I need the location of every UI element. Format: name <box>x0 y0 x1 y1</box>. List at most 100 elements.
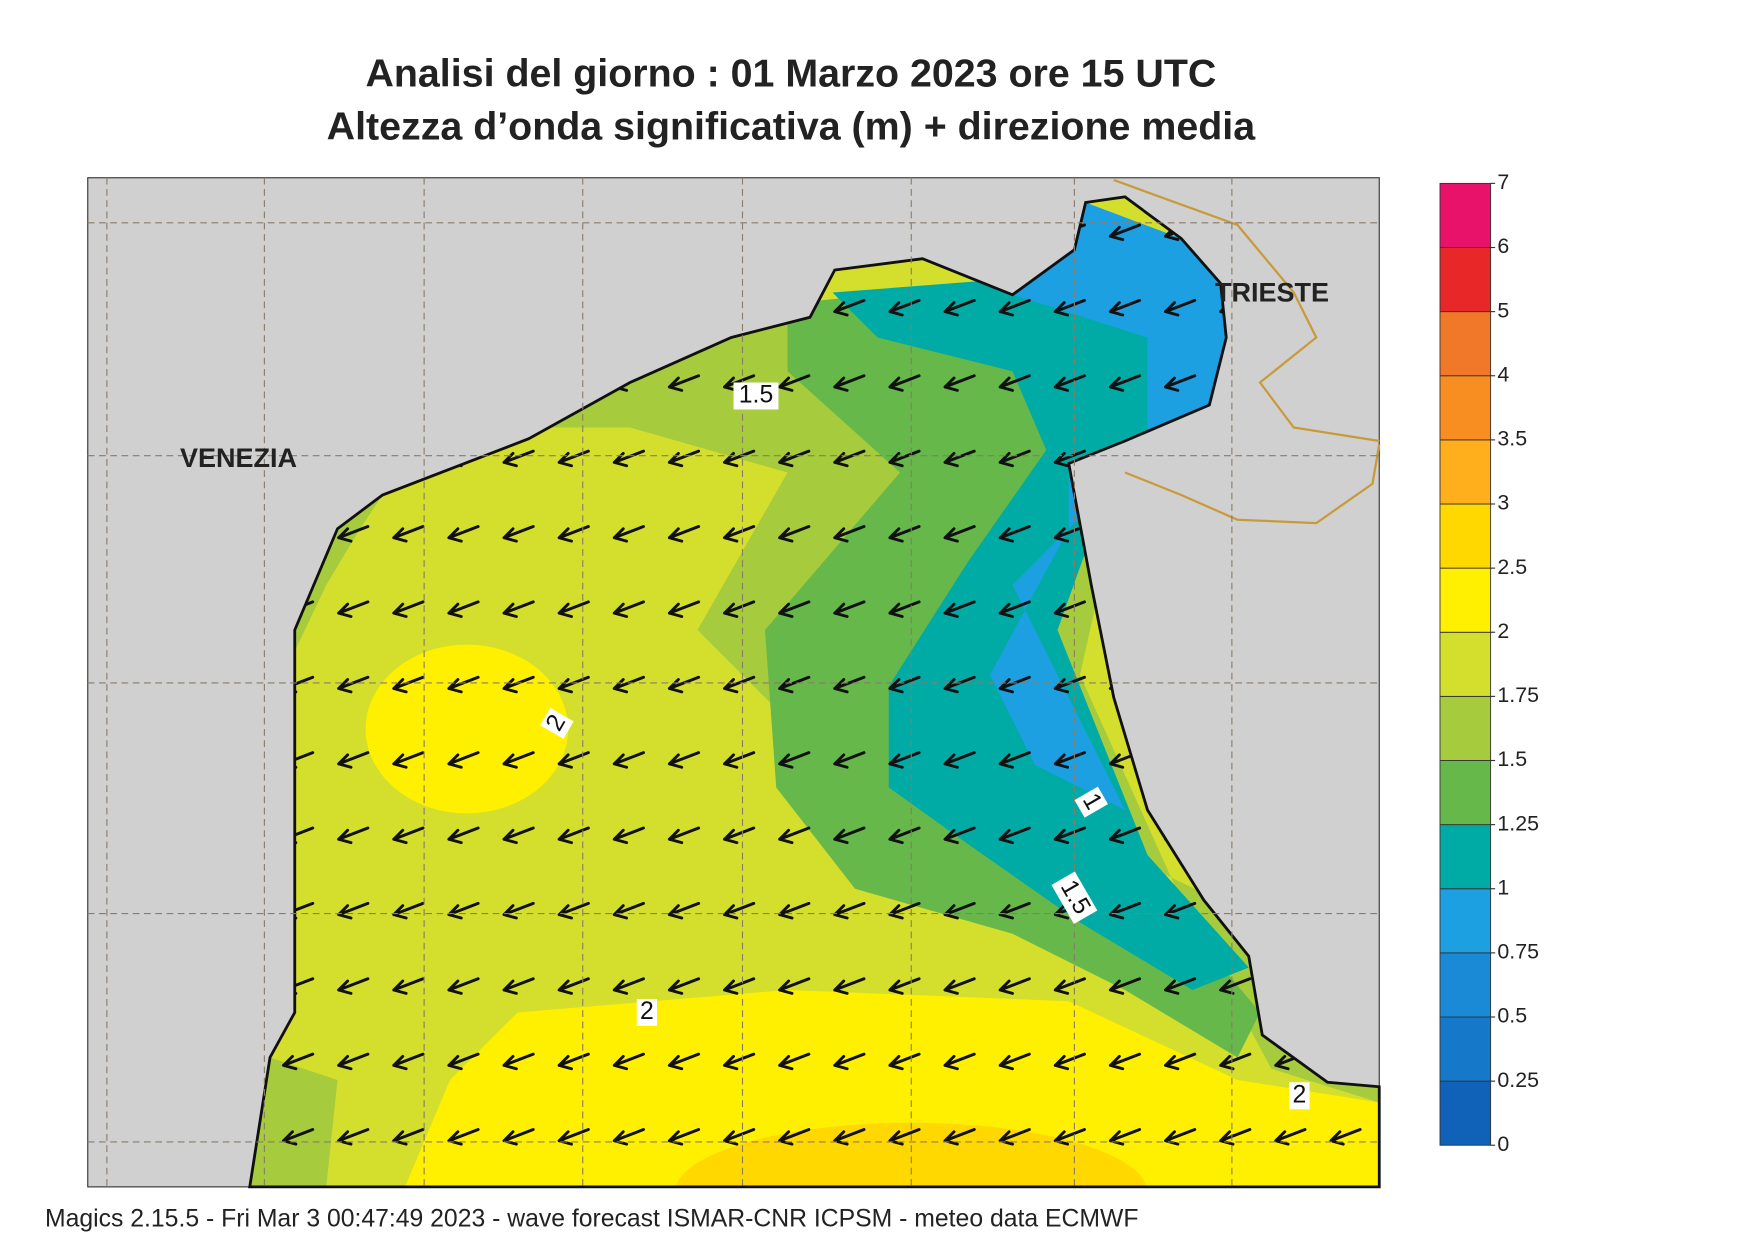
colorbar-band <box>1439 695 1492 761</box>
arrow <box>337 525 370 543</box>
colorbar-tick-label: 3 <box>1497 491 1509 515</box>
arrow <box>667 525 701 543</box>
arrow <box>778 525 811 543</box>
contour-label: 2 <box>640 998 654 1025</box>
colorbar-band <box>1439 1080 1492 1146</box>
arrow <box>943 1052 976 1071</box>
colorbar-tick-label: 4 <box>1497 362 1509 386</box>
arrow <box>502 1052 535 1071</box>
arrow <box>612 600 645 618</box>
band-area <box>365 644 569 814</box>
colorbar-tick-label: 6 <box>1497 234 1509 258</box>
arrow <box>778 901 811 920</box>
arrow <box>943 449 976 468</box>
arrow <box>778 751 811 769</box>
arrow <box>723 600 756 618</box>
arrow <box>723 751 756 769</box>
band-area <box>249 1057 338 1187</box>
colorbar-tick-label: 2 <box>1497 619 1509 643</box>
arrow <box>337 977 370 995</box>
arrow <box>1053 977 1086 995</box>
colorbar-band <box>1439 439 1492 505</box>
arrow <box>447 751 480 769</box>
arrow <box>778 600 811 618</box>
colorbar: 0 0.25 0.5 0.75 1 1.25 1.5 1.75 2 2.5 3 3.5 4 5 6 7 <box>1439 170 1539 1156</box>
arrow <box>998 826 1031 845</box>
arrow <box>392 977 425 995</box>
arrow <box>998 600 1031 618</box>
arrow <box>888 374 921 392</box>
arrow <box>723 977 756 995</box>
arrow <box>833 449 866 468</box>
arrow <box>833 374 866 392</box>
arrow <box>1108 374 1142 392</box>
band-area <box>990 202 1227 855</box>
arrow <box>888 600 921 618</box>
arrow <box>447 600 480 618</box>
arrow <box>943 525 976 543</box>
arrow <box>833 525 866 543</box>
graticule <box>87 177 1380 1187</box>
arrow <box>998 449 1031 468</box>
colorbar-band <box>1439 311 1492 377</box>
contour-label: 1.5 <box>739 382 773 409</box>
arrow <box>502 751 535 769</box>
arrow <box>998 1052 1031 1071</box>
colorbar-tick-label: 0 <box>1497 1132 1509 1156</box>
arrow <box>833 977 866 995</box>
arrow <box>833 600 866 618</box>
arrow <box>392 751 425 769</box>
arrow <box>612 449 645 468</box>
arrow <box>667 826 701 845</box>
arrow <box>888 977 921 995</box>
arrow <box>1164 374 1197 392</box>
arrow <box>1053 449 1086 468</box>
arrow <box>1108 1052 1142 1071</box>
arrow <box>888 1052 921 1071</box>
arrow <box>998 525 1031 543</box>
arrow <box>502 449 535 468</box>
colorbar-band <box>1439 760 1492 826</box>
arrow <box>943 751 976 769</box>
arrow <box>998 751 1031 769</box>
arrow <box>447 977 480 995</box>
arrow <box>833 675 866 694</box>
arrow <box>447 826 480 845</box>
arrow <box>1108 977 1142 995</box>
arrow <box>723 525 756 543</box>
arrow <box>778 449 811 468</box>
arrow <box>1219 1052 1252 1071</box>
arrow <box>998 977 1031 995</box>
arrow <box>778 977 811 995</box>
arrow <box>337 751 370 769</box>
arrow <box>723 901 756 920</box>
footer: Magics 2.15.5 - Fri Mar 3 00:47:49 2023 … <box>45 1205 1138 1232</box>
arrow <box>447 525 480 543</box>
colorbar-tick-label: 3.5 <box>1497 427 1527 451</box>
arrow <box>943 826 976 845</box>
arrow <box>1108 298 1142 317</box>
arrow <box>557 826 590 845</box>
arrow <box>612 826 645 845</box>
arrow <box>557 751 590 769</box>
contour-label: 2 <box>1292 1081 1306 1108</box>
arrow <box>557 525 590 543</box>
arrow <box>943 298 976 317</box>
arrow <box>1164 901 1197 920</box>
colorbar-band <box>1439 824 1492 890</box>
colorbar-tick-label: 1.75 <box>1497 683 1539 707</box>
arrow <box>723 826 756 845</box>
place-label: VENEZIA <box>180 443 297 473</box>
band-area <box>405 990 1380 1187</box>
arrow <box>833 1052 866 1071</box>
arrow <box>1164 298 1197 317</box>
arrow <box>557 600 590 618</box>
arrow <box>337 600 370 618</box>
arrow <box>667 977 701 995</box>
arrow <box>502 525 535 543</box>
arrow <box>667 1052 701 1071</box>
band-area <box>675 1122 1148 1187</box>
arrow <box>557 977 590 995</box>
title: Analisi del giorno : 01 Marzo 2023 ore 1… <box>365 52 1216 96</box>
